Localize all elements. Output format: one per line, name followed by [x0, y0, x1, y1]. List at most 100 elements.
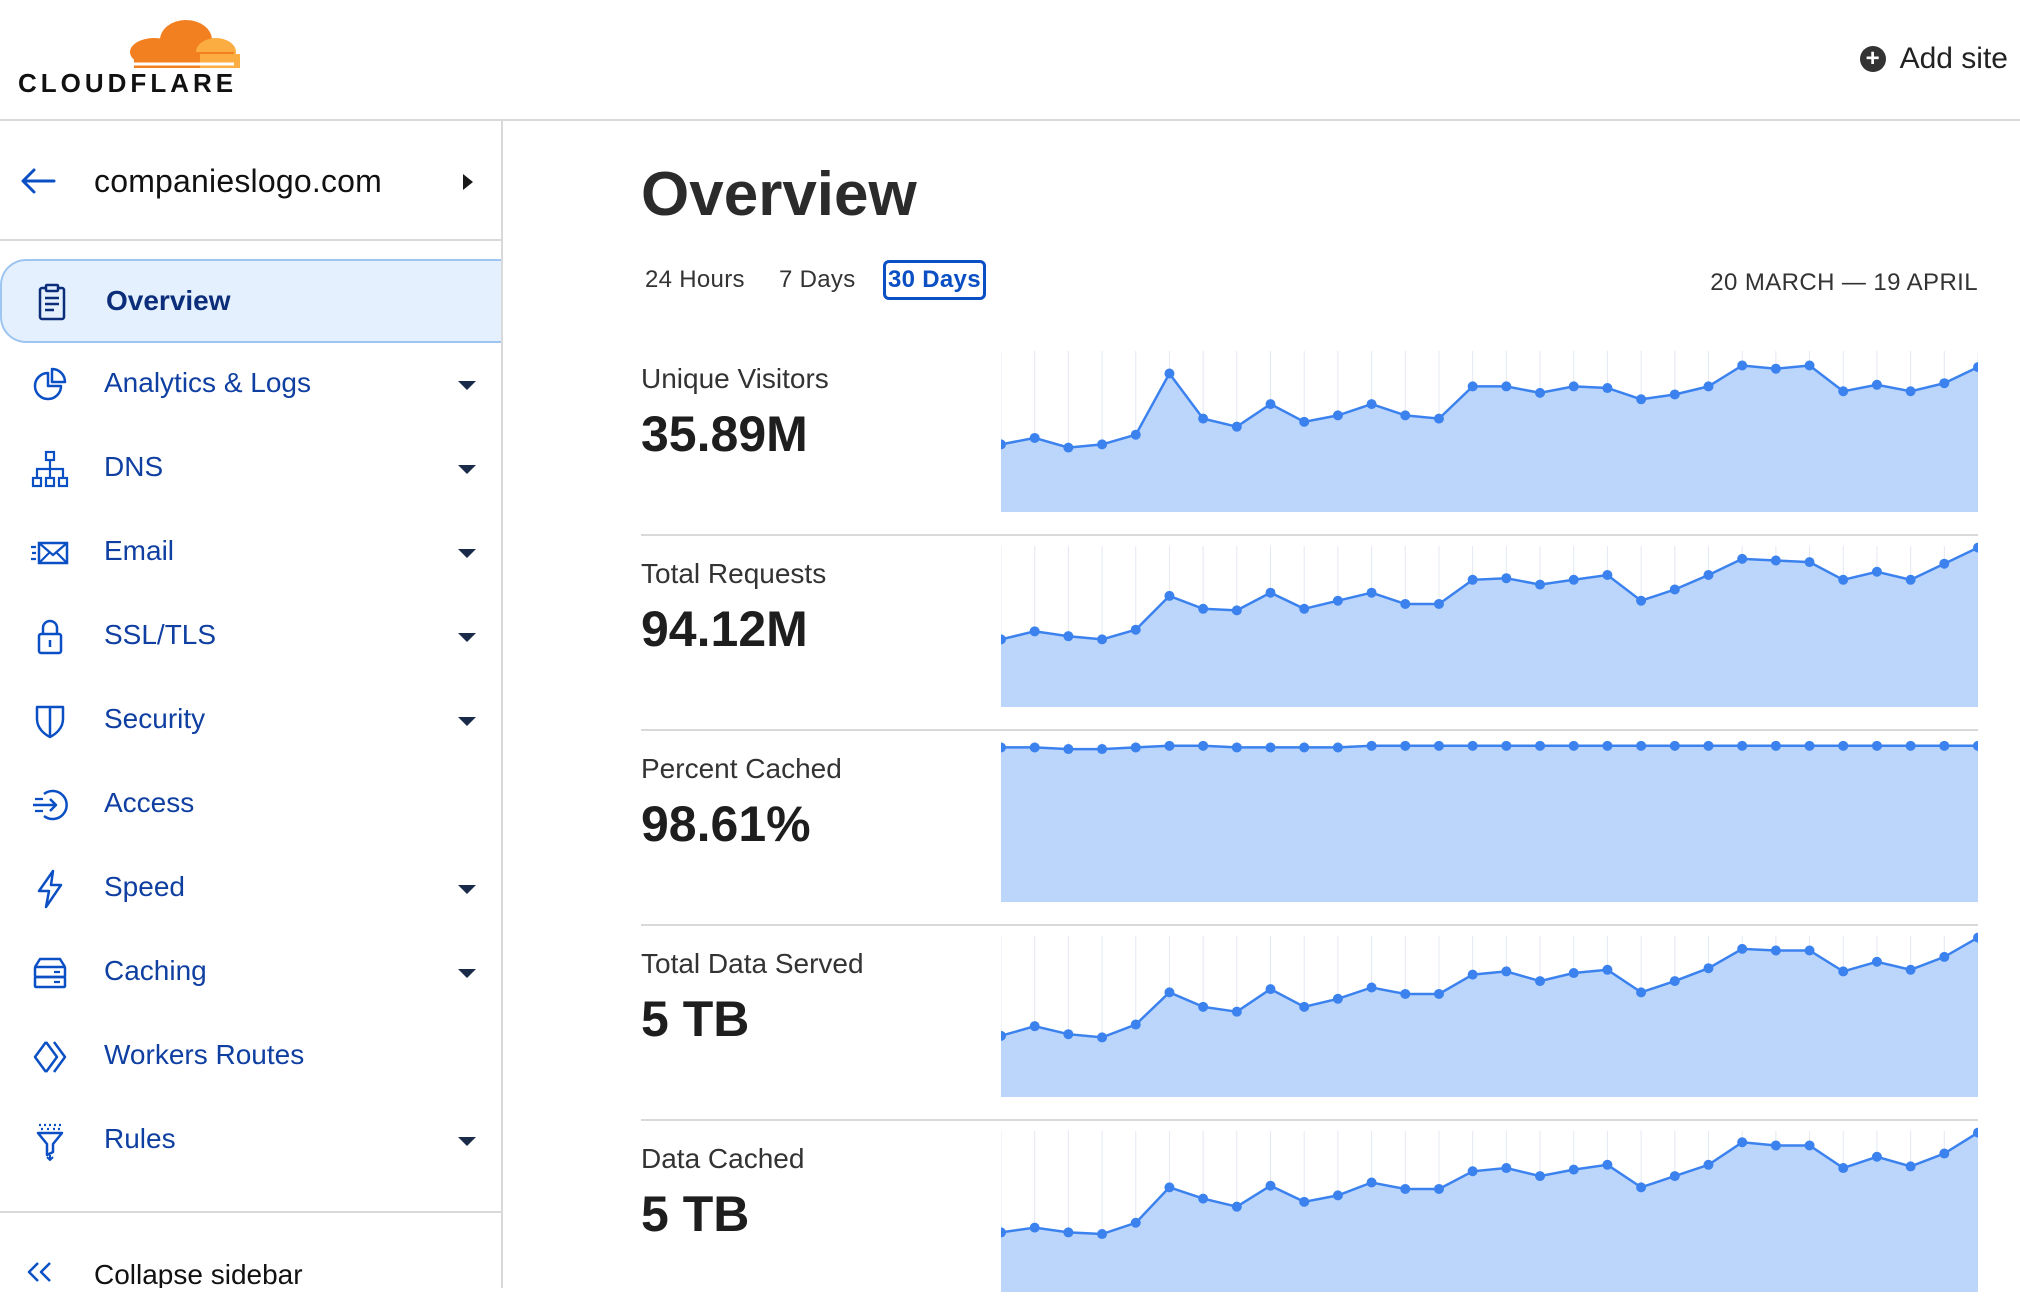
chart-data-point[interactable] — [1501, 381, 1512, 392]
chart-data-point[interactable] — [1433, 598, 1444, 609]
chart-data-point[interactable] — [1467, 574, 1478, 585]
chart-data-point[interactable] — [1535, 1171, 1546, 1182]
chart-data-point[interactable] — [1001, 439, 1006, 450]
tab-30-days[interactable]: 30 Days — [883, 260, 986, 300]
tab-24-hours[interactable]: 24 Hours — [645, 266, 745, 293]
chart-data-point[interactable] — [1366, 982, 1377, 993]
chart-data-point[interactable] — [1973, 932, 1978, 943]
unique-visitors-chart[interactable] — [1001, 341, 1978, 536]
chevron-down-icon[interactable] — [458, 381, 476, 390]
chart-data-point[interactable] — [1433, 740, 1444, 751]
tab-7-days[interactable]: 7 Days — [779, 266, 856, 293]
chart-data-point[interactable] — [1299, 1196, 1310, 1207]
chart-data-point[interactable] — [1737, 740, 1748, 751]
chevron-down-icon[interactable] — [458, 633, 476, 642]
chart-data-point[interactable] — [1871, 566, 1882, 577]
chart-data-point[interactable] — [1737, 553, 1748, 564]
chart-data-point[interactable] — [1905, 574, 1916, 585]
sidebar-item-ssl-tls[interactable]: SSL/TLS — [0, 595, 501, 679]
chart-data-point[interactable] — [1770, 555, 1781, 566]
chart-data-point[interactable] — [1029, 1021, 1040, 1032]
chart-data-point[interactable] — [1433, 413, 1444, 424]
chart-data-point[interactable] — [1568, 381, 1579, 392]
chart-data-point[interactable] — [1231, 1006, 1242, 1017]
chevron-down-icon[interactable] — [458, 885, 476, 894]
chart-data-point[interactable] — [1871, 956, 1882, 967]
chart-data-point[interactable] — [1332, 410, 1343, 421]
chart-data-point[interactable] — [1669, 584, 1680, 595]
chart-data-point[interactable] — [1001, 634, 1006, 645]
sidebar-item-security[interactable]: Security — [0, 679, 501, 763]
chart-data-point[interactable] — [1973, 542, 1978, 553]
chart-data-point[interactable] — [1669, 740, 1680, 751]
chart-data-point[interactable] — [1973, 362, 1978, 373]
chevron-down-icon[interactable] — [458, 549, 476, 558]
chart-data-point[interactable] — [1332, 993, 1343, 1004]
chart-data-point[interactable] — [1838, 386, 1849, 397]
collapse-sidebar-button[interactable]: Collapse sidebar — [0, 1211, 501, 1288]
chart-data-point[interactable] — [1130, 429, 1141, 440]
chart-data-point[interactable] — [1130, 742, 1141, 753]
sidebar-item-dns[interactable]: DNS — [0, 427, 501, 511]
chart-data-point[interactable] — [1164, 368, 1175, 379]
chart-data-point[interactable] — [1332, 595, 1343, 606]
chart-data-point[interactable] — [1602, 383, 1613, 394]
total-requests-chart[interactable] — [1001, 536, 1978, 731]
chart-data-point[interactable] — [1130, 1217, 1141, 1228]
chart-data-point[interactable] — [1198, 603, 1209, 614]
chart-data-point[interactable] — [1467, 1166, 1478, 1177]
chart-data-point[interactable] — [1299, 416, 1310, 427]
chart-data-point[interactable] — [1001, 1227, 1006, 1238]
chart-data-point[interactable] — [1097, 1229, 1108, 1240]
chart-data-point[interactable] — [1198, 413, 1209, 424]
sidebar-item-overview[interactable]: Overview — [0, 259, 501, 343]
chart-data-point[interactable] — [1029, 1222, 1040, 1233]
chart-data-point[interactable] — [1804, 557, 1815, 568]
add-site-button[interactable]: + Add site — [1859, 42, 2008, 76]
chart-data-point[interactable] — [1501, 966, 1512, 977]
chart-data-point[interactable] — [1366, 587, 1377, 598]
chart-data-point[interactable] — [1130, 1019, 1141, 1030]
chart-data-point[interactable] — [1029, 742, 1040, 753]
chart-data-point[interactable] — [1871, 379, 1882, 390]
chart-data-point[interactable] — [1063, 744, 1074, 755]
chart-data-point[interactable] — [1063, 631, 1074, 642]
chart-data-point[interactable] — [1568, 574, 1579, 585]
total-data-served-chart[interactable] — [1001, 926, 1978, 1121]
chart-data-point[interactable] — [1467, 381, 1478, 392]
chart-data-point[interactable] — [1164, 740, 1175, 751]
chart-data-point[interactable] — [1265, 587, 1276, 598]
chart-data-point[interactable] — [1535, 976, 1546, 987]
chart-data-point[interactable] — [1636, 740, 1647, 751]
chart-data-point[interactable] — [1838, 966, 1849, 977]
chart-data-point[interactable] — [1501, 573, 1512, 584]
chart-data-point[interactable] — [1737, 360, 1748, 371]
chevron-down-icon[interactable] — [458, 969, 476, 978]
chart-data-point[interactable] — [1737, 1137, 1748, 1148]
sidebar-item-caching[interactable]: Caching — [0, 931, 501, 1015]
percent-cached-chart[interactable] — [1001, 731, 1978, 926]
chart-data-point[interactable] — [1535, 387, 1546, 398]
chart-data-point[interactable] — [1602, 569, 1613, 580]
chart-data-point[interactable] — [1231, 605, 1242, 616]
chart-data-point[interactable] — [1838, 1163, 1849, 1174]
chart-data-point[interactable] — [1063, 1227, 1074, 1238]
chart-data-point[interactable] — [1299, 1001, 1310, 1012]
chart-data-point[interactable] — [1164, 590, 1175, 601]
chart-data-point[interactable] — [1905, 740, 1916, 751]
chart-data-point[interactable] — [1636, 394, 1647, 405]
chart-data-point[interactable] — [1299, 603, 1310, 614]
chart-data-point[interactable] — [1871, 1151, 1882, 1162]
chart-data-point[interactable] — [1400, 1183, 1411, 1194]
site-name[interactable]: companieslogo.com — [94, 163, 382, 199]
chevron-down-icon[interactable] — [458, 465, 476, 474]
chart-data-point[interactable] — [1804, 740, 1815, 751]
data-cached-chart[interactable] — [1001, 1121, 1978, 1316]
chart-data-point[interactable] — [1703, 963, 1714, 974]
chart-data-point[interactable] — [1703, 1159, 1714, 1170]
chart-data-point[interactable] — [1265, 742, 1276, 753]
chart-data-point[interactable] — [1366, 740, 1377, 751]
chart-data-point[interactable] — [1501, 1163, 1512, 1174]
chart-data-point[interactable] — [1939, 951, 1950, 962]
chart-data-point[interactable] — [1130, 624, 1141, 635]
